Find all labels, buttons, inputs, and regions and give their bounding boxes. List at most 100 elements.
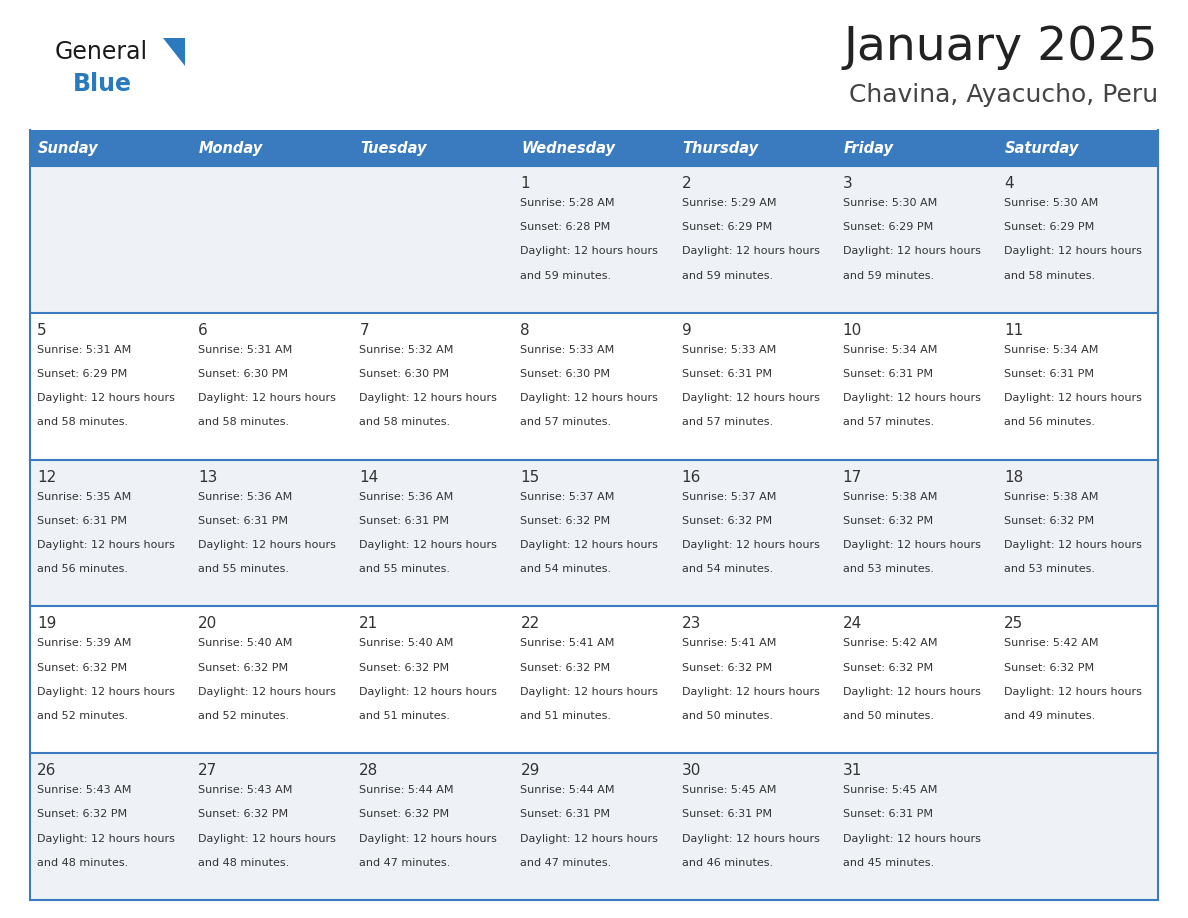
Text: Sunrise: 5:39 AM: Sunrise: 5:39 AM	[37, 638, 132, 648]
Text: 28: 28	[359, 763, 379, 778]
Bar	[835, 753, 997, 900]
Text: Sunset: 6:32 PM: Sunset: 6:32 PM	[1004, 516, 1094, 526]
Text: and 58 minutes.: and 58 minutes.	[198, 418, 289, 428]
Text: 29: 29	[520, 763, 539, 778]
Bar	[997, 130, 1158, 166]
Text: Sunrise: 5:38 AM: Sunrise: 5:38 AM	[842, 492, 937, 501]
Text: 9: 9	[682, 323, 691, 338]
Text: Sunrise: 5:31 AM: Sunrise: 5:31 AM	[198, 345, 292, 354]
Text: 19: 19	[37, 616, 56, 632]
Text: Daylight: 12 hours hours: Daylight: 12 hours hours	[37, 834, 175, 844]
Text: 10: 10	[842, 323, 862, 338]
Bar	[191, 753, 353, 900]
Text: and 48 minutes.: and 48 minutes.	[198, 857, 290, 868]
Text: Daylight: 12 hours hours: Daylight: 12 hours hours	[1004, 540, 1142, 550]
Text: Sunset: 6:32 PM: Sunset: 6:32 PM	[842, 663, 933, 673]
Text: Sunrise: 5:40 AM: Sunrise: 5:40 AM	[359, 638, 454, 648]
Text: and 56 minutes.: and 56 minutes.	[1004, 418, 1095, 428]
Text: Sunset: 6:31 PM: Sunset: 6:31 PM	[842, 810, 933, 820]
Bar	[30, 607, 191, 753]
Text: 4: 4	[1004, 176, 1013, 191]
Bar	[513, 166, 675, 313]
Text: Daylight: 12 hours hours: Daylight: 12 hours hours	[520, 687, 658, 697]
Text: Sunrise: 5:36 AM: Sunrise: 5:36 AM	[359, 492, 454, 501]
Text: 1: 1	[520, 176, 530, 191]
Bar	[513, 753, 675, 900]
Text: 27: 27	[198, 763, 217, 778]
Text: Sunrise: 5:45 AM: Sunrise: 5:45 AM	[682, 785, 776, 795]
Text: General: General	[55, 40, 148, 64]
Text: and 57 minutes.: and 57 minutes.	[520, 418, 612, 428]
Bar	[191, 166, 353, 313]
Bar	[513, 313, 675, 460]
Text: Sunset: 6:32 PM: Sunset: 6:32 PM	[842, 516, 933, 526]
Text: Sunrise: 5:45 AM: Sunrise: 5:45 AM	[842, 785, 937, 795]
Text: 22: 22	[520, 616, 539, 632]
Text: 25: 25	[1004, 616, 1023, 632]
Bar	[675, 313, 835, 460]
Text: Daylight: 12 hours hours: Daylight: 12 hours hours	[1004, 393, 1142, 403]
Text: and 58 minutes.: and 58 minutes.	[1004, 271, 1095, 281]
Text: and 55 minutes.: and 55 minutes.	[359, 565, 450, 575]
Text: Daylight: 12 hours hours: Daylight: 12 hours hours	[842, 393, 980, 403]
Bar	[353, 460, 513, 607]
Text: 2: 2	[682, 176, 691, 191]
Bar	[353, 313, 513, 460]
Text: Sunset: 6:32 PM: Sunset: 6:32 PM	[198, 810, 289, 820]
Text: January 2025: January 2025	[843, 26, 1158, 71]
Text: Daylight: 12 hours hours: Daylight: 12 hours hours	[198, 540, 336, 550]
Text: Sunset: 6:31 PM: Sunset: 6:31 PM	[682, 810, 771, 820]
Text: Sunrise: 5:44 AM: Sunrise: 5:44 AM	[520, 785, 615, 795]
Text: Daylight: 12 hours hours: Daylight: 12 hours hours	[842, 246, 980, 256]
Text: Sunrise: 5:37 AM: Sunrise: 5:37 AM	[520, 492, 615, 501]
Text: Daylight: 12 hours hours: Daylight: 12 hours hours	[359, 540, 497, 550]
Text: Sunrise: 5:36 AM: Sunrise: 5:36 AM	[198, 492, 292, 501]
Text: Sunrise: 5:42 AM: Sunrise: 5:42 AM	[842, 638, 937, 648]
Bar	[675, 166, 835, 313]
Text: Sunrise: 5:40 AM: Sunrise: 5:40 AM	[198, 638, 292, 648]
Text: and 54 minutes.: and 54 minutes.	[520, 565, 612, 575]
Text: Daylight: 12 hours hours: Daylight: 12 hours hours	[842, 687, 980, 697]
Text: Sunset: 6:30 PM: Sunset: 6:30 PM	[520, 369, 611, 379]
Text: and 46 minutes.: and 46 minutes.	[682, 857, 772, 868]
Text: Monday: Monday	[200, 140, 264, 155]
Bar	[835, 166, 997, 313]
Text: Sunset: 6:31 PM: Sunset: 6:31 PM	[520, 810, 611, 820]
Text: Sunrise: 5:41 AM: Sunrise: 5:41 AM	[682, 638, 776, 648]
Text: Sunrise: 5:33 AM: Sunrise: 5:33 AM	[520, 345, 614, 354]
Text: Sunset: 6:32 PM: Sunset: 6:32 PM	[37, 663, 127, 673]
Bar	[30, 460, 191, 607]
Text: Friday: Friday	[843, 140, 893, 155]
Bar	[835, 130, 997, 166]
Text: Daylight: 12 hours hours: Daylight: 12 hours hours	[359, 834, 497, 844]
Text: Chavina, Ayacucho, Peru: Chavina, Ayacucho, Peru	[849, 83, 1158, 107]
Text: and 59 minutes.: and 59 minutes.	[842, 271, 934, 281]
Text: 26: 26	[37, 763, 56, 778]
Bar	[30, 166, 191, 313]
Text: Sunset: 6:32 PM: Sunset: 6:32 PM	[520, 516, 611, 526]
Text: and 53 minutes.: and 53 minutes.	[842, 565, 934, 575]
Text: Sunrise: 5:30 AM: Sunrise: 5:30 AM	[842, 198, 937, 208]
Text: Sunset: 6:29 PM: Sunset: 6:29 PM	[37, 369, 127, 379]
Text: Daylight: 12 hours hours: Daylight: 12 hours hours	[682, 687, 820, 697]
Text: 14: 14	[359, 470, 379, 485]
Text: Tuesday: Tuesday	[360, 140, 426, 155]
Text: Sunrise: 5:44 AM: Sunrise: 5:44 AM	[359, 785, 454, 795]
Text: Daylight: 12 hours hours: Daylight: 12 hours hours	[682, 393, 820, 403]
Text: and 49 minutes.: and 49 minutes.	[1004, 711, 1095, 721]
Text: and 50 minutes.: and 50 minutes.	[842, 711, 934, 721]
Text: 30: 30	[682, 763, 701, 778]
Text: Daylight: 12 hours hours: Daylight: 12 hours hours	[520, 246, 658, 256]
Text: Sunset: 6:29 PM: Sunset: 6:29 PM	[682, 222, 772, 232]
Text: Sunset: 6:31 PM: Sunset: 6:31 PM	[1004, 369, 1094, 379]
Text: Daylight: 12 hours hours: Daylight: 12 hours hours	[198, 393, 336, 403]
Text: 16: 16	[682, 470, 701, 485]
Text: Sunrise: 5:32 AM: Sunrise: 5:32 AM	[359, 345, 454, 354]
Text: Sunset: 6:32 PM: Sunset: 6:32 PM	[1004, 663, 1094, 673]
Text: 18: 18	[1004, 470, 1023, 485]
Text: and 45 minutes.: and 45 minutes.	[842, 857, 934, 868]
Text: Daylight: 12 hours hours: Daylight: 12 hours hours	[37, 540, 175, 550]
Bar	[191, 460, 353, 607]
Bar	[191, 313, 353, 460]
Text: Sunrise: 5:30 AM: Sunrise: 5:30 AM	[1004, 198, 1098, 208]
